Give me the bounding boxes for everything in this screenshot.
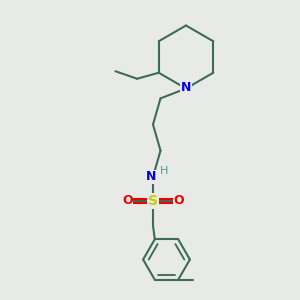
Text: O: O <box>122 194 133 208</box>
Text: S: S <box>148 194 158 208</box>
Text: O: O <box>173 194 184 208</box>
Text: H: H <box>160 166 169 176</box>
Text: N: N <box>181 81 191 94</box>
Text: N: N <box>146 170 157 183</box>
